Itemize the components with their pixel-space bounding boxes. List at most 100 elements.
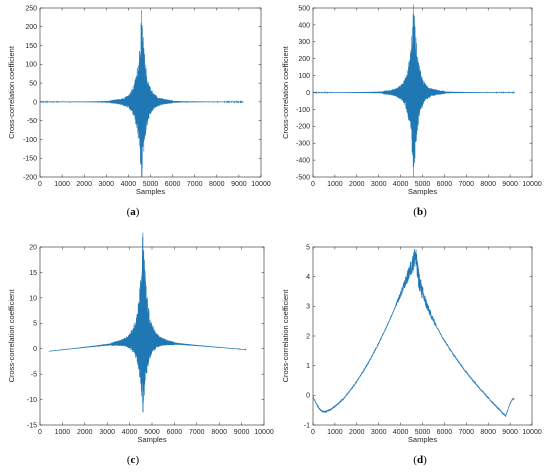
x-tick-label: 4000: [393, 181, 409, 188]
x-axis-label: Samples: [408, 435, 437, 444]
x-tick-label: 2000: [349, 429, 365, 436]
y-tick-label: 300: [298, 39, 310, 46]
y-tick-label: -200: [296, 124, 310, 131]
x-tick-label: 3000: [371, 429, 387, 436]
y-tick-label: 2: [306, 333, 310, 340]
x-tick-label: 5000: [415, 181, 431, 188]
y-tick-label: -300: [296, 141, 310, 148]
y-tick-label: 20: [29, 244, 37, 251]
y-tick-label: -150: [23, 156, 37, 163]
panel-caption: (b): [413, 206, 427, 218]
x-tick-label: 8000: [480, 429, 496, 436]
y-tick-label: 50: [29, 81, 37, 88]
x-tick-label: 6000: [437, 181, 453, 188]
x-tick-label: 1000: [54, 181, 70, 188]
x-tick-label: 9000: [231, 181, 247, 188]
y-tick-label: 100: [25, 62, 37, 69]
x-tick-label: 2000: [76, 181, 92, 188]
y-tick-label: 0: [306, 90, 310, 97]
y-tick-label: 400: [298, 22, 310, 29]
y-tick-label: 5: [306, 244, 310, 251]
x-tick-label: 10000: [254, 429, 274, 436]
y-tick-label: -100: [296, 107, 310, 114]
y-tick-label: 100: [298, 73, 310, 80]
series-line: [312, 248, 515, 418]
x-tick-label: 5000: [415, 429, 431, 436]
y-tick-label: -50: [27, 118, 37, 125]
chart-panel-b: 0 1000 2000 3000 4000 5000 6000 7000 8000 9000 100…: [281, 4, 542, 218]
x-tick-label: 10000: [522, 181, 542, 188]
x-tick-label: 3000: [371, 181, 387, 188]
x-tick-label: 6000: [165, 181, 181, 188]
y-tick-label: -1: [304, 422, 310, 429]
panel-caption: (a): [127, 206, 140, 218]
x-tick-label: 6000: [167, 429, 183, 436]
y-tick-label: -15: [27, 422, 37, 429]
panel-caption: (c): [127, 454, 140, 466]
y-tick-label: -400: [296, 158, 310, 165]
y-tick-label: 1: [306, 363, 310, 370]
x-tick-label: 1000: [327, 181, 343, 188]
y-tick-label: -500: [296, 174, 310, 181]
x-tick-label: 7000: [459, 429, 475, 436]
chart-panel-c: 0 1000 2000 3000 4000 5000 6000 7000 8000 9000 100…: [7, 232, 274, 466]
x-tick-label: 4000: [121, 181, 137, 188]
y-tick-label: 0: [306, 393, 310, 400]
x-tick-label: 9000: [502, 181, 518, 188]
panel-caption-letter: d: [417, 454, 423, 466]
x-tick-label: 10000: [251, 181, 271, 188]
y-tick-label: -200: [23, 174, 37, 181]
x-tick-label: 7000: [189, 429, 205, 436]
x-tick-label: 1000: [327, 429, 343, 436]
x-tick-label: 0: [311, 181, 315, 188]
x-tick-label: 3000: [99, 429, 115, 436]
chart-panel-d: 0 1000 2000 3000 4000 5000 6000 7000 8000 9000 100…: [281, 244, 542, 466]
y-axis-label: Cross-correlation coefficient: [281, 45, 290, 139]
x-tick-label: 5000: [143, 181, 159, 188]
y-tick-label: -10: [27, 397, 37, 404]
y-axis-label: Cross-correlation coefficient: [7, 45, 16, 139]
x-tick-label: 5000: [144, 429, 160, 436]
series-line: [39, 9, 244, 177]
x-tick-label: 6000: [437, 429, 453, 436]
y-tick-label: 250: [25, 5, 37, 12]
y-tick-label: -5: [31, 372, 37, 379]
x-tick-label: 0: [38, 181, 42, 188]
x-tick-label: 10000: [522, 429, 542, 436]
series-line: [48, 232, 247, 413]
x-tick-label: 8000: [209, 181, 225, 188]
y-tick-label: 0: [33, 346, 37, 353]
x-tick-label: 4000: [122, 429, 138, 436]
x-axis-label: Samples: [136, 187, 165, 196]
y-axis-label: Cross-correlation coefficient: [7, 289, 16, 383]
panel-caption-letter: b: [417, 206, 423, 218]
y-tick-label: 200: [25, 24, 37, 31]
series-line: [312, 4, 515, 177]
x-tick-label: 0: [38, 429, 42, 436]
x-tick-label: 1000: [55, 429, 71, 436]
x-tick-label: 4000: [393, 429, 409, 436]
y-axis-label: Cross-correlation coefficient: [281, 289, 290, 383]
y-tick-label: 0: [33, 99, 37, 106]
x-tick-label: 0: [311, 429, 315, 436]
y-tick-label: 200: [298, 56, 310, 63]
x-tick-label: 9000: [502, 429, 518, 436]
chart-panel-a: 0 1000 2000 3000 4000 5000 6000 7000 8000 9000 100…: [7, 5, 271, 218]
x-axis-label: Samples: [408, 187, 437, 196]
y-tick-label: 150: [25, 43, 37, 50]
x-axis-label: Samples: [137, 435, 166, 444]
y-tick-label: 500: [298, 5, 310, 12]
panel-caption-letter: c: [131, 454, 136, 466]
y-tick-label: 10: [29, 295, 37, 302]
x-tick-label: 7000: [187, 181, 203, 188]
y-tick-label: 4: [306, 274, 310, 281]
x-tick-label: 9000: [234, 429, 250, 436]
x-tick-label: 2000: [349, 181, 365, 188]
x-tick-label: 8000: [480, 181, 496, 188]
plot-area-frame: [312, 246, 533, 426]
y-tick-label: 15: [29, 270, 37, 277]
panel-caption-letter: a: [130, 206, 136, 218]
y-tick-label: 3: [306, 304, 310, 311]
x-tick-label: 3000: [99, 181, 115, 188]
